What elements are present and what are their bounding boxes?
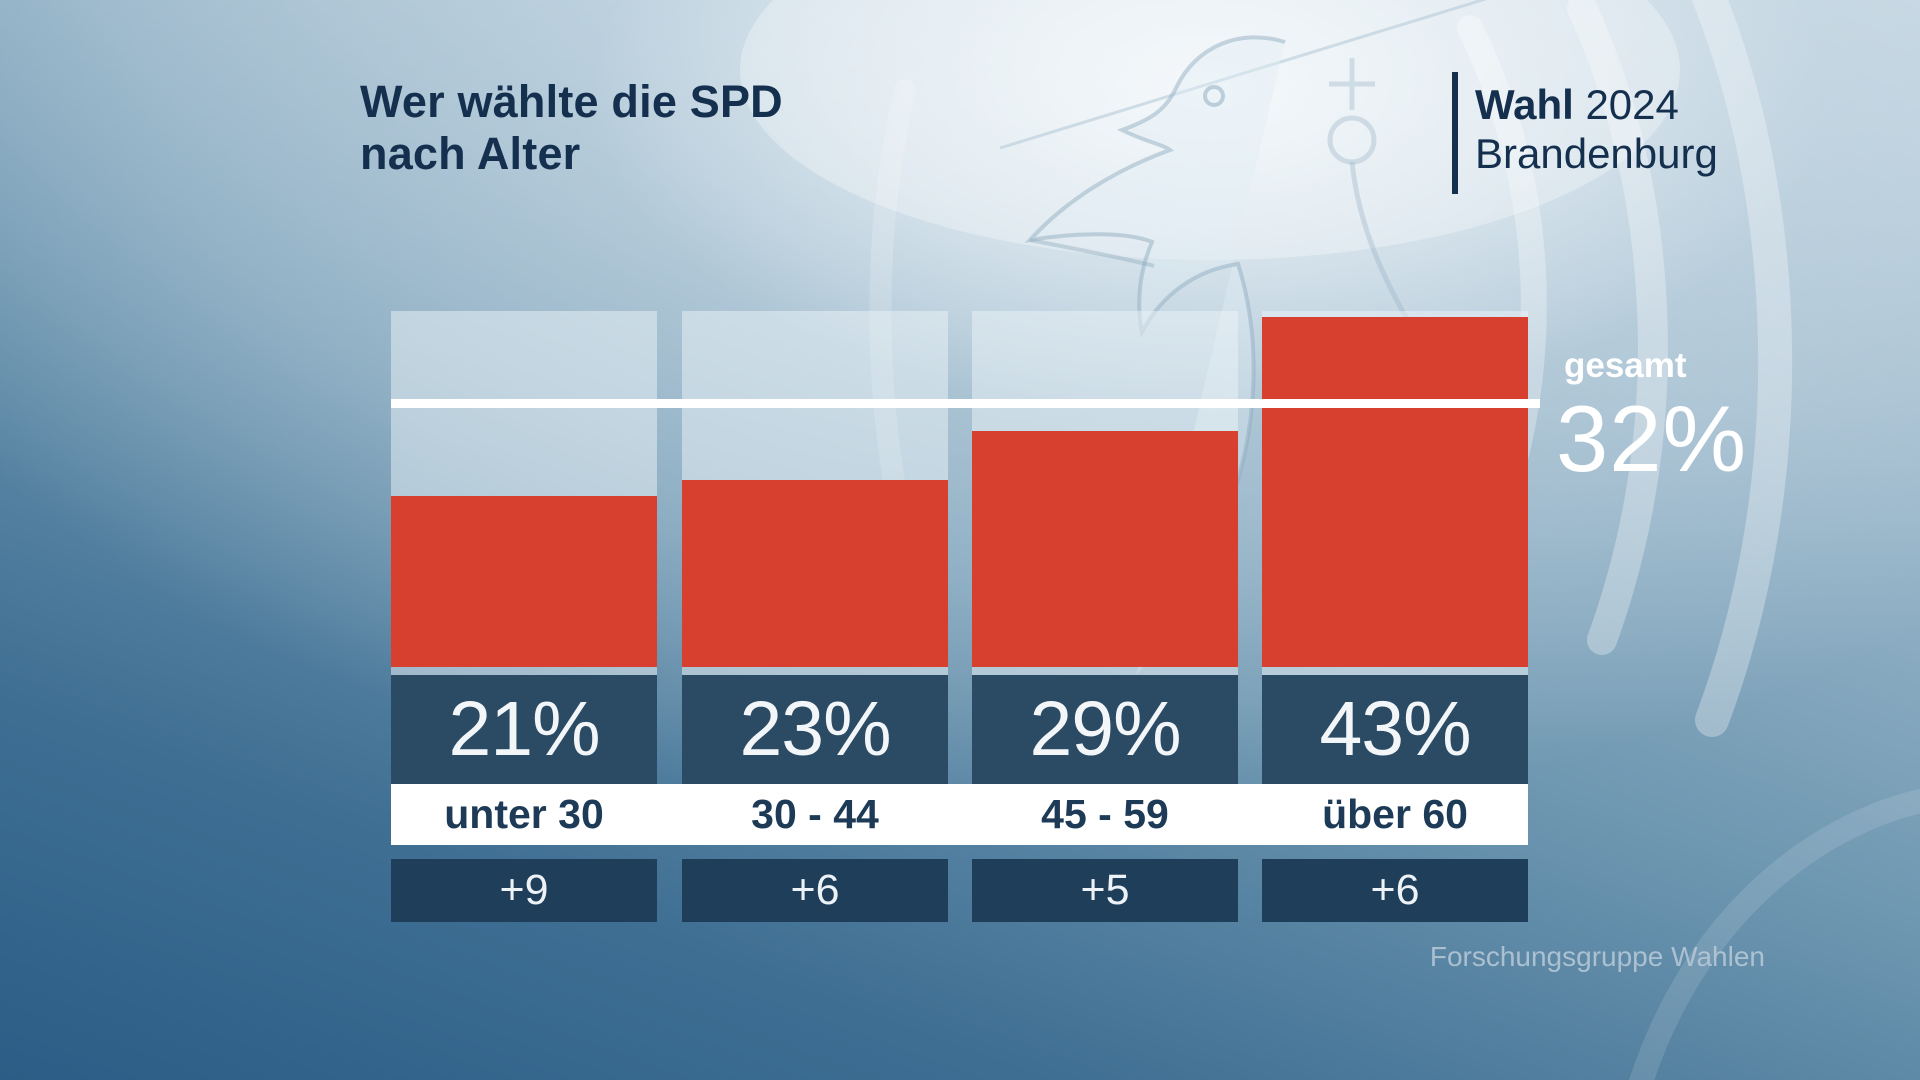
- overall-label: gesamt: [1564, 346, 1687, 385]
- category-label: 30 - 44: [751, 791, 879, 837]
- change-value: +6: [1370, 866, 1420, 914]
- bar: [972, 431, 1238, 667]
- title-line-2: nach Alter: [360, 128, 581, 179]
- bar-value-box: 21%: [391, 675, 657, 784]
- change-value: +6: [790, 866, 840, 914]
- category-label: über 60: [1322, 791, 1468, 837]
- overall-value-block: gesamt 32%: [1556, 346, 1747, 486]
- badge-text: Wahl 2024 Brandenburg: [1458, 72, 1718, 194]
- change-value: +9: [499, 866, 549, 914]
- bar-value: 43%: [1319, 686, 1471, 772]
- badge-divider: [1452, 72, 1458, 194]
- change-box: +9: [391, 859, 657, 922]
- election-badge: Wahl 2024 Brandenburg: [1452, 72, 1718, 194]
- change-value: +5: [1080, 866, 1130, 914]
- bar-value: 23%: [739, 686, 891, 772]
- category-label: unter 30: [444, 791, 604, 837]
- change-box: +5: [972, 859, 1238, 922]
- bar: [682, 480, 948, 667]
- badge-word: Wahl: [1475, 81, 1574, 128]
- bar: [1262, 317, 1528, 667]
- bar-value-box: 43%: [1262, 675, 1528, 784]
- bar-value: 21%: [448, 686, 600, 772]
- badge-line-1: Wahl 2024: [1475, 80, 1718, 129]
- category-strip: unter 30 30 - 44 45 - 59 über 60: [391, 784, 1528, 845]
- badge-region: Brandenburg: [1475, 130, 1718, 177]
- badge-year: 2024: [1585, 81, 1679, 128]
- title-line-1: Wer wählte die SPD: [360, 76, 783, 127]
- overall-reference-line: [391, 398, 1540, 408]
- bar: [391, 496, 657, 667]
- overall-value: 32%: [1556, 386, 1748, 491]
- bar-value-box: 23%: [682, 675, 948, 784]
- bar-value: 29%: [1029, 686, 1181, 772]
- bar-value-box: 29%: [972, 675, 1238, 784]
- category-label: 45 - 59: [1041, 791, 1169, 837]
- change-box: +6: [1262, 859, 1528, 922]
- page-title: Wer wählte die SPD nach Alter: [360, 76, 783, 180]
- source-credit: Forschungsgruppe Wahlen: [1429, 941, 1765, 972]
- change-box: +6: [682, 859, 948, 922]
